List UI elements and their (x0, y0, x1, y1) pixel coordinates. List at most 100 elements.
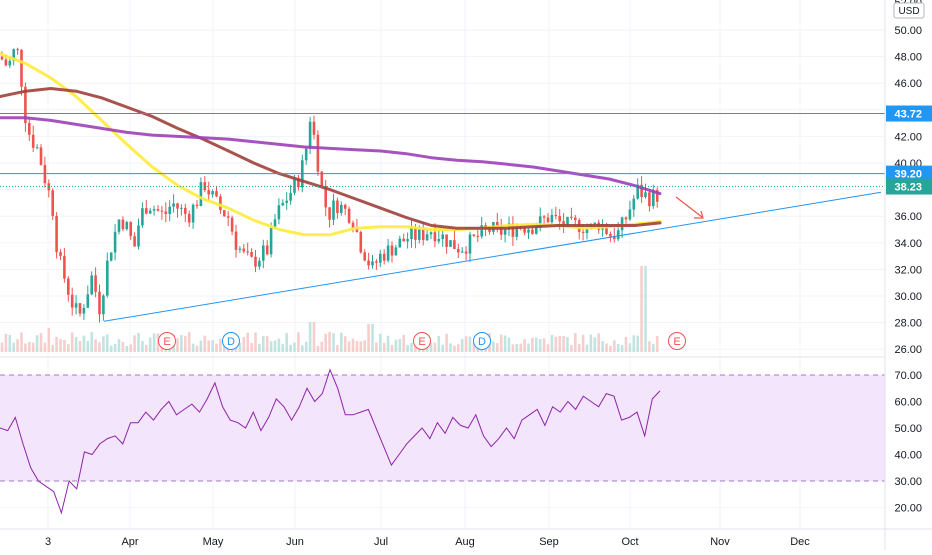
time-tick-label: May (203, 536, 224, 548)
volume-bar (55, 336, 58, 352)
volume-bar (585, 344, 589, 352)
candle (238, 246, 242, 253)
volume-bar (601, 341, 604, 352)
volume-bar (453, 345, 456, 352)
candle-body (137, 225, 140, 247)
candle-body (129, 222, 132, 237)
candle (172, 194, 175, 213)
volume-bar (410, 342, 413, 352)
candle (328, 207, 331, 228)
volume-bar (180, 335, 183, 352)
candle (269, 222, 273, 258)
volume-bar (636, 335, 639, 352)
candle-body (496, 222, 499, 226)
volume-bar (379, 333, 382, 352)
volume-bar (20, 332, 23, 352)
candle (63, 248, 66, 283)
price-axis[interactable]: 26.0028.0030.0032.0034.0036.0038.0040.00… (884, 0, 932, 550)
event-marker[interactable]: E (668, 332, 686, 350)
candle-body (394, 247, 398, 256)
candle-body (187, 213, 191, 223)
candle-body (429, 232, 433, 235)
candle-body (121, 219, 125, 230)
candle (94, 267, 97, 298)
volume-bar (102, 336, 105, 352)
volume-bar (655, 336, 659, 352)
volume-bar (519, 343, 522, 352)
volume-bar (620, 345, 624, 352)
volume-bar (70, 332, 74, 352)
candle-body (402, 238, 405, 242)
candle-body (593, 222, 597, 225)
candle (211, 189, 214, 198)
event-marker[interactable]: E (413, 332, 431, 350)
volume-bar (390, 345, 394, 352)
candle-body (574, 217, 577, 221)
rsi-pane (0, 368, 885, 515)
candle-body (191, 204, 195, 223)
candle (379, 249, 382, 268)
candle-body (254, 256, 257, 267)
candle-body (386, 245, 390, 261)
candle (437, 230, 441, 244)
candle (191, 203, 195, 229)
time-tick-label: Sep (539, 536, 559, 548)
volume-bar (355, 341, 359, 352)
event-marker[interactable]: E (158, 332, 176, 350)
volume-bar (234, 345, 238, 352)
candle-body (343, 204, 347, 209)
volume-bar (250, 343, 253, 352)
event-marker[interactable]: D (222, 332, 240, 350)
candle-body (39, 147, 43, 165)
candle-body (515, 227, 519, 237)
currency-badge[interactable] (893, 2, 925, 19)
candle-body (4, 59, 8, 66)
candle (281, 199, 285, 207)
volume-bar (375, 342, 378, 352)
candle-body (351, 222, 355, 228)
volume-bar (74, 337, 78, 352)
candle-body (106, 260, 109, 296)
rsi-tick-label: 50.00 (894, 423, 922, 435)
volume-bar (359, 341, 363, 352)
volume-bar (293, 342, 296, 352)
candle (398, 235, 402, 248)
candle (336, 197, 339, 219)
candle-body (379, 253, 382, 263)
candle (78, 302, 82, 317)
candle (460, 247, 464, 254)
candle-body (16, 49, 19, 51)
price-tick-label: 32.00 (894, 264, 922, 276)
candle-body (273, 219, 277, 228)
candle (425, 228, 429, 242)
volume-bar (51, 344, 54, 352)
rsi-tick-label: 70.00 (894, 370, 922, 382)
candle (624, 216, 628, 225)
candle-body (542, 216, 546, 218)
candle-body (468, 234, 472, 254)
time-axis[interactable]: 3 Apr May Jun Jul Aug Sep Oct Nov Dec (0, 528, 932, 548)
rsi-tick-label: 40.00 (894, 450, 922, 462)
volume-bar (496, 343, 499, 352)
candle (468, 231, 472, 262)
volume-bar (31, 342, 35, 352)
event-marker[interactable]: D (473, 332, 491, 350)
event-marker-circle (222, 332, 240, 350)
candle (304, 147, 308, 165)
volume-bar (554, 336, 558, 352)
candle (375, 258, 378, 271)
time-tick-label: Oct (621, 536, 638, 548)
candle (464, 246, 468, 261)
candle (246, 242, 249, 256)
candle (180, 204, 183, 216)
volume-bar (648, 341, 651, 352)
volume-bar (203, 335, 207, 352)
volume-bar (460, 339, 464, 352)
moving-averages (0, 52, 662, 237)
candle-body (172, 203, 175, 207)
volume-bar (82, 335, 86, 352)
candle (441, 230, 444, 247)
volume-bar (570, 345, 573, 352)
